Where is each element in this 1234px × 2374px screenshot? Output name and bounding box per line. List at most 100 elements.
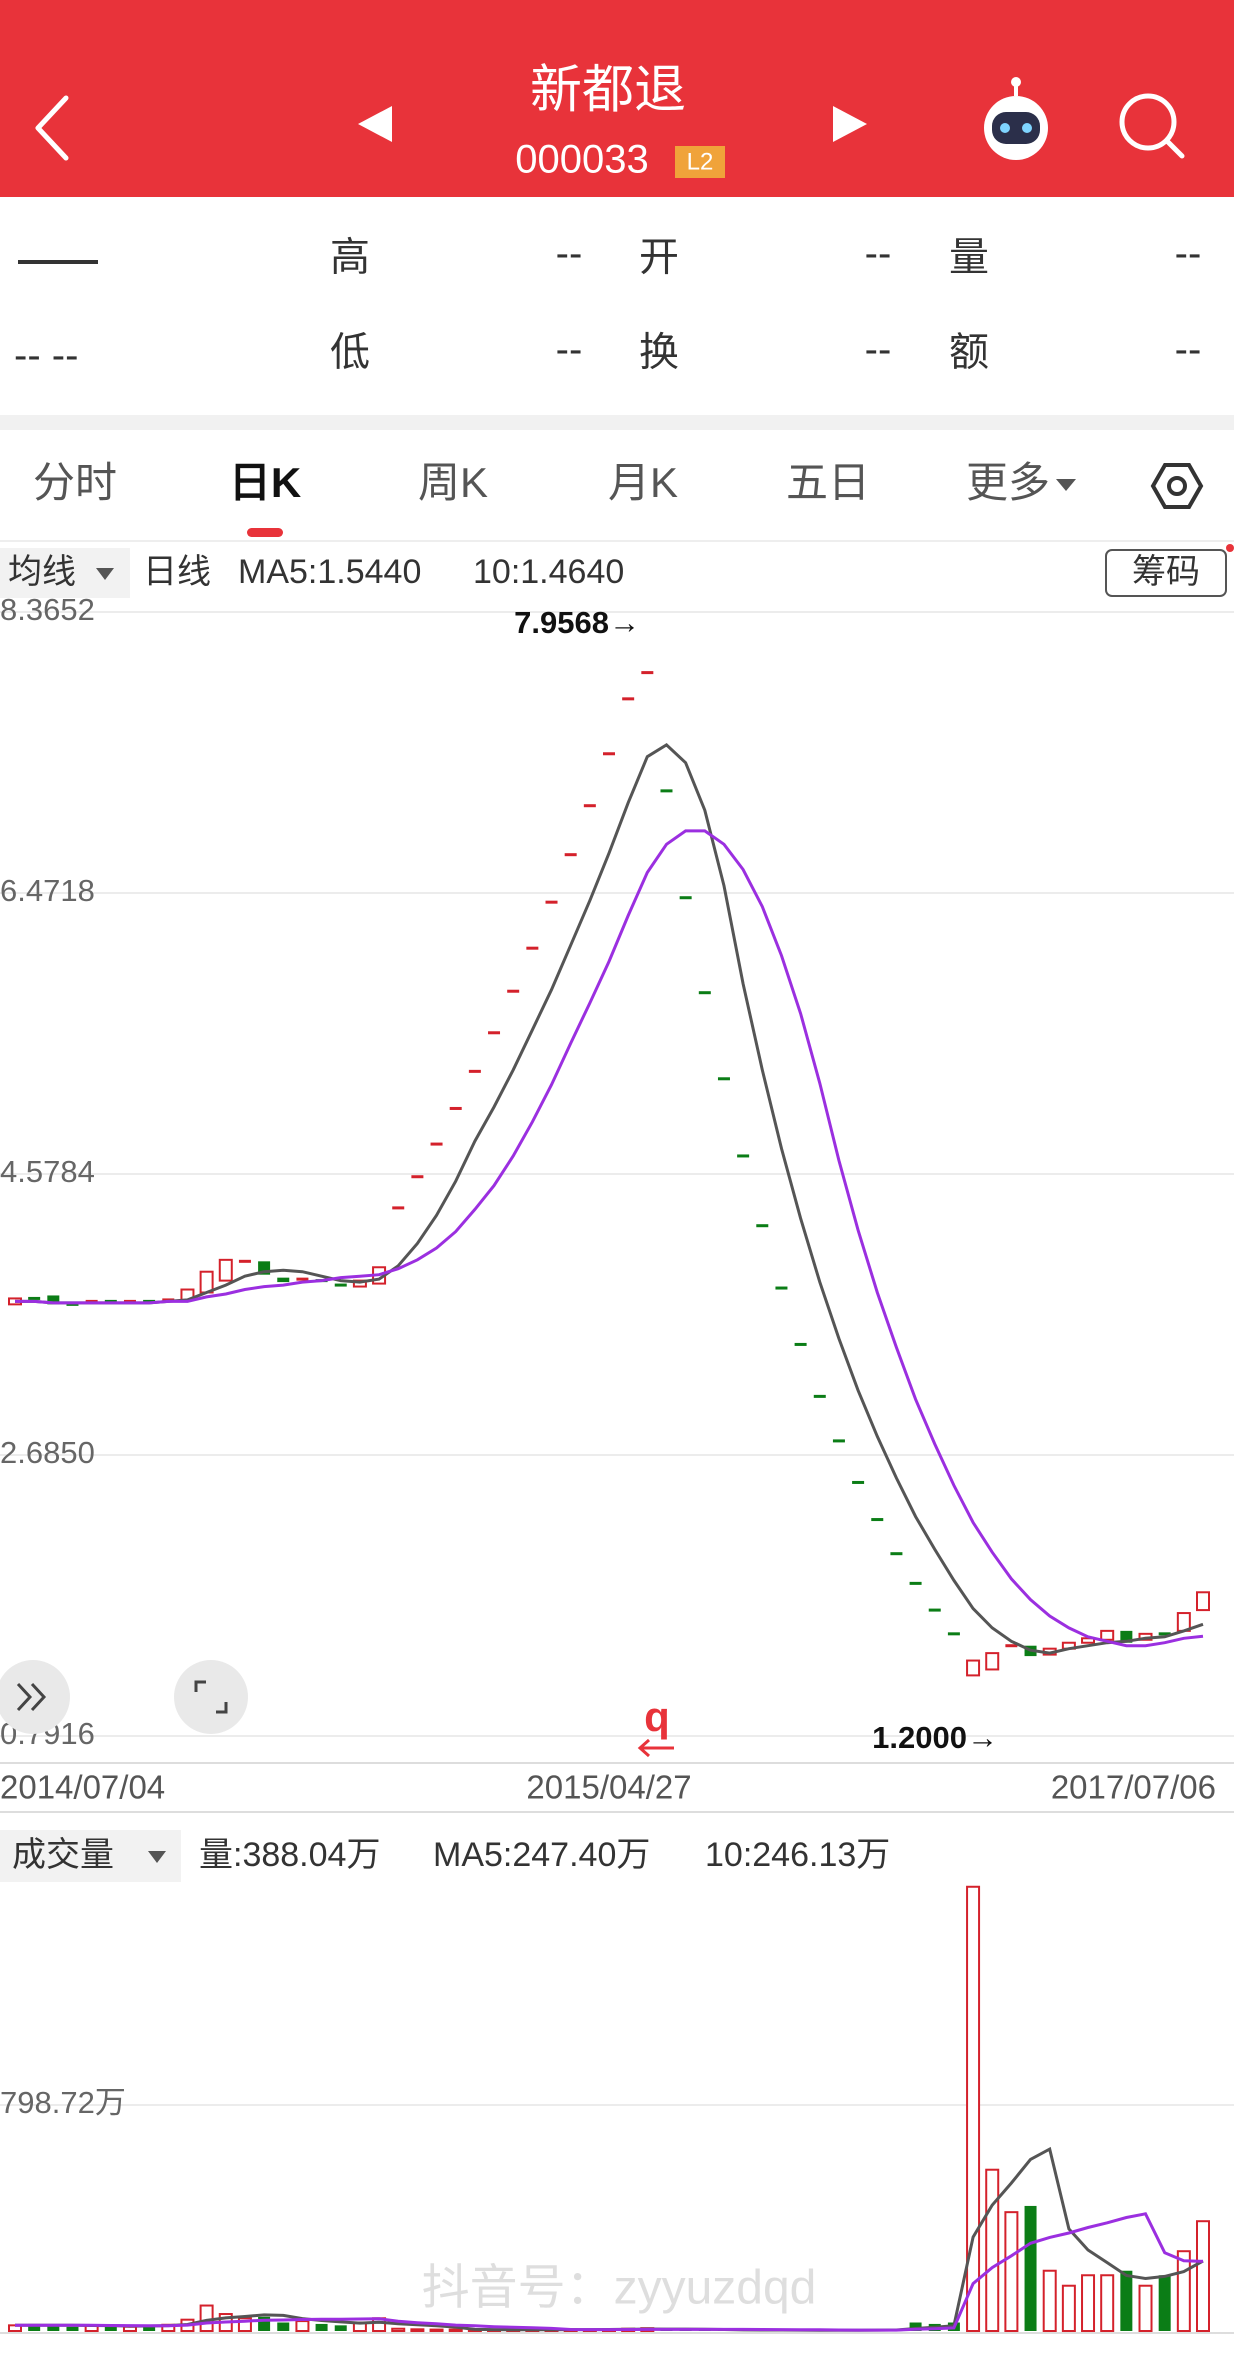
volume-bar: [199, 2304, 214, 2332]
y-tick-label: 2.6850: [0, 1435, 95, 1470]
watermark: 抖音号：zyyuzdqd: [422, 2262, 817, 2315]
tab[interactable]: 月K: [608, 459, 678, 506]
candle: [218, 1258, 233, 1282]
selector-bg[interactable]: [0, 1830, 181, 1882]
y-tick-label: 8.3652: [0, 592, 95, 627]
volume-bar: [1176, 2250, 1191, 2332]
candle: [1100, 1629, 1115, 1641]
tab[interactable]: 五日: [786, 459, 870, 506]
y-tick-label: 798.72万: [0, 2085, 126, 2120]
x-tick-label: 2017/07/06: [1051, 1769, 1216, 1806]
candle: [277, 1277, 290, 1283]
settings-icon[interactable]: [1150, 463, 1204, 509]
candle: [545, 900, 558, 904]
candle: [679, 896, 692, 900]
tab[interactable]: 周K: [418, 459, 488, 506]
ma-line: [15, 829, 1204, 1648]
quote-value: --: [1175, 328, 1202, 372]
candle: [296, 1277, 309, 1281]
candle: [852, 1480, 865, 1484]
candle: [928, 1608, 941, 1612]
volume-bar: [966, 1885, 981, 2333]
candle: [775, 1286, 788, 1290]
volume-bar: [410, 2328, 425, 2332]
back-button[interactable]: [35, 95, 69, 161]
ma-line: [15, 2212, 1204, 2332]
volume-bar: [909, 2322, 922, 2331]
x-tick-label: 2014/07/04: [0, 1769, 165, 1806]
badge: L2: [687, 148, 714, 175]
plot-layer: 8.36526.47184.57842.68500.79162014/07/04…: [0, 592, 1234, 2333]
tab[interactable]: 更多: [966, 459, 1050, 506]
candle: [890, 1552, 903, 1556]
price: ——: [18, 238, 98, 282]
candle: [1005, 1644, 1018, 1648]
dropdown-arrow: [96, 568, 114, 580]
volume-bar: [28, 2323, 41, 2331]
candle: [468, 1069, 481, 1073]
candle: [947, 1632, 960, 1636]
tab[interactable]: 分时: [33, 459, 117, 506]
separator: [0, 415, 1234, 430]
expand-button[interactable]: [0, 1660, 70, 1734]
y-tick-label: 4.5784: [0, 1154, 95, 1189]
volume-bar: [448, 2328, 463, 2332]
ma-selector[interactable]: 均线: [8, 553, 76, 591]
candle: [123, 1299, 136, 1303]
candle: [603, 752, 615, 756]
quote-value: --: [1175, 232, 1202, 276]
badge-bg: [675, 146, 725, 178]
dropdown-arrow: [1056, 479, 1076, 491]
prev-stock[interactable]: [358, 106, 392, 142]
legend-entry: MA5:1.5440: [238, 553, 421, 591]
tab[interactable]: 日K: [229, 459, 301, 506]
fullscreen-button[interactable]: [174, 1660, 248, 1734]
candle: [392, 1206, 405, 1210]
volume-bar: [1024, 2205, 1037, 2331]
volume-bar: [295, 2320, 310, 2333]
y-tick-label: 6.4718: [0, 873, 95, 908]
volume-selector[interactable]: 成交量: [12, 1836, 114, 1874]
candle: [966, 1659, 981, 1677]
volume-bar: [334, 2325, 347, 2331]
next-stock[interactable]: [833, 106, 867, 142]
candle: [47, 1295, 60, 1305]
quote-label: 额: [949, 331, 989, 375]
candle: [104, 1299, 117, 1303]
volume-bar: [47, 2325, 60, 2331]
marker: q: [644, 1693, 670, 1740]
volume-bar: [985, 2168, 1000, 2333]
candle: [430, 1142, 443, 1146]
dot: [1226, 544, 1234, 552]
volume-bar: [104, 2325, 117, 2331]
stock-name: 新都退: [530, 62, 686, 120]
quote-value: --: [865, 328, 892, 372]
assistant-icon[interactable]: [984, 77, 1048, 160]
quote-label: 低: [330, 331, 370, 375]
volume-bar: [143, 2325, 156, 2331]
overlay-layer: 抖音号：zyyuzdqd: [422, 2262, 817, 2315]
search-icon[interactable]: [1119, 93, 1185, 159]
volume-bar: [66, 2326, 79, 2331]
marker-arrow: [637, 1738, 674, 1758]
candle: [622, 697, 635, 701]
ma-line: [15, 743, 1204, 1655]
change: -- --: [14, 334, 78, 378]
chip-button[interactable]: 筹码: [1132, 553, 1200, 591]
volume-bar: [1196, 2220, 1210, 2333]
quote-value: --: [556, 232, 583, 276]
candle: [737, 1154, 750, 1158]
candle: [583, 804, 596, 808]
volume-bar: [1120, 2270, 1133, 2331]
candle: [698, 991, 711, 995]
max-label: 7.9568→: [514, 605, 640, 640]
volume-bar: [1042, 2269, 1057, 2332]
candle: [832, 1439, 845, 1443]
candle: [488, 1031, 501, 1035]
chip-button-bg[interactable]: [1105, 549, 1227, 597]
quote-label: 量: [949, 236, 989, 280]
legend-entry: MA5:247.40万: [433, 1836, 650, 1874]
candle: [985, 1652, 1000, 1671]
legend-entry: 10:1.4640: [473, 553, 624, 591]
